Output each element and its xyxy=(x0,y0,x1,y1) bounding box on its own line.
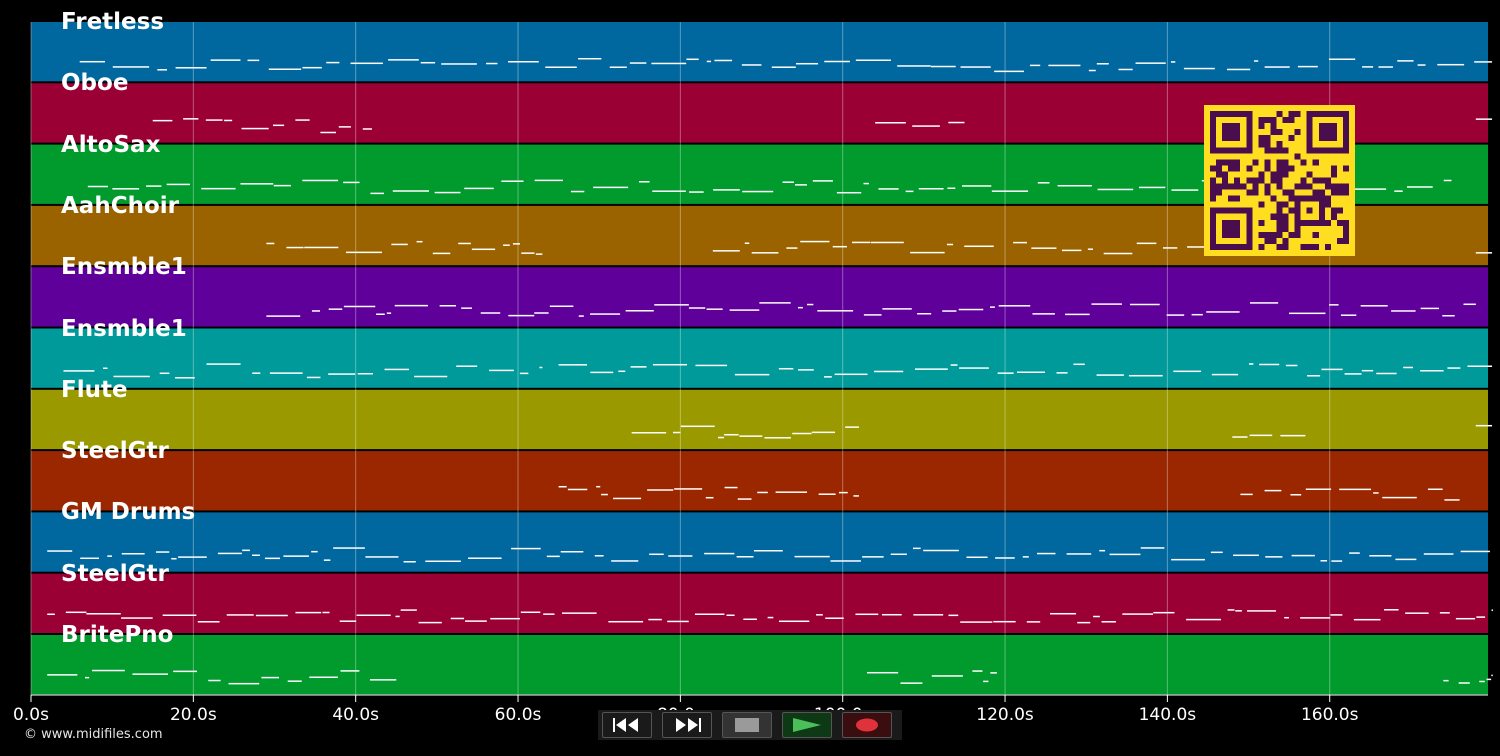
tick-label: 140.0s xyxy=(1138,705,1197,725)
play-button[interactable] xyxy=(782,712,832,738)
track-background xyxy=(31,573,1488,633)
track-lane xyxy=(31,512,1490,572)
track-label: SteelGtr xyxy=(61,438,169,465)
tick-label: 20.0s xyxy=(169,705,217,725)
tick-label: 0.0s xyxy=(13,705,49,725)
track-lane xyxy=(31,635,1493,695)
rewind-button[interactable] xyxy=(602,712,652,738)
track-lane xyxy=(31,328,1493,388)
fast-forward-icon xyxy=(676,718,701,732)
track-lane xyxy=(31,451,1488,511)
stop-button[interactable] xyxy=(722,712,772,738)
tick-label: 60.0s xyxy=(494,705,542,725)
stop-icon xyxy=(735,718,759,732)
note-group xyxy=(79,57,1493,73)
track-background xyxy=(31,451,1488,511)
track-background xyxy=(31,512,1488,572)
note-group xyxy=(152,118,1493,134)
track-label: AltoSax xyxy=(61,131,161,158)
note-group xyxy=(558,485,1460,501)
note-group xyxy=(47,547,1490,563)
note-group xyxy=(47,609,1494,624)
playback-controls xyxy=(598,710,902,740)
fast-forward-button[interactable] xyxy=(662,712,712,738)
record-icon xyxy=(856,718,878,732)
note-group xyxy=(631,424,1493,439)
track-label: AahChoir xyxy=(61,192,179,219)
note-group xyxy=(63,363,1493,379)
track-lane xyxy=(31,267,1488,327)
note-group xyxy=(266,302,1476,317)
record-button[interactable] xyxy=(842,712,892,738)
copyright-text: © www.midifiles.com xyxy=(24,727,163,742)
tick-label: 120.0s xyxy=(976,705,1034,725)
tick-label: 40.0s xyxy=(332,705,380,725)
track-background xyxy=(31,635,1488,695)
rewind-icon xyxy=(613,718,638,732)
track-lane xyxy=(31,22,1493,82)
note-group xyxy=(47,669,1493,685)
track-label: Ensmble1 xyxy=(61,254,187,281)
track-background xyxy=(31,22,1488,82)
track-label: Oboe xyxy=(61,70,129,97)
track-label: BritePno xyxy=(61,622,174,648)
play-icon xyxy=(793,718,821,732)
qr-code xyxy=(1204,105,1355,256)
track-label: Flute xyxy=(61,376,128,403)
tick-label: 160.0s xyxy=(1300,705,1359,725)
track-label: Ensmble1 xyxy=(61,315,187,342)
track-background xyxy=(31,267,1488,327)
track-lane xyxy=(31,389,1493,450)
track-background xyxy=(31,328,1488,388)
track-label: SteelGtr xyxy=(61,560,169,587)
track-lane xyxy=(31,573,1494,633)
track-label: Fretless xyxy=(61,9,165,35)
track-background xyxy=(31,389,1488,450)
track-label: GM Drums xyxy=(61,499,196,526)
